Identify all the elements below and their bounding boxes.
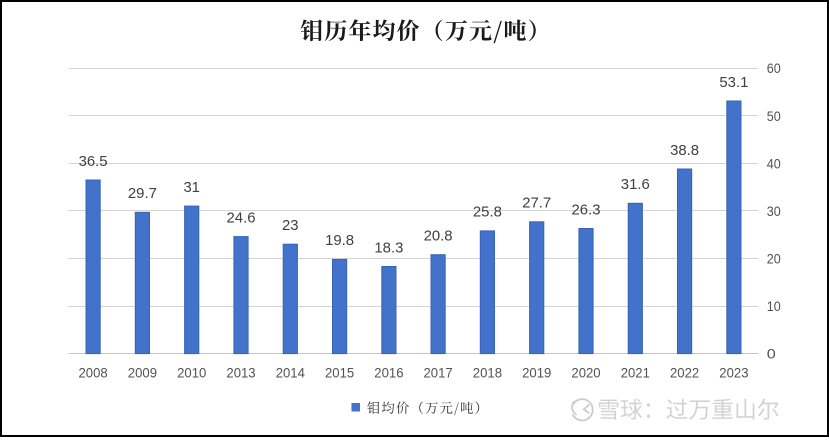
svg-text:50: 50 [767,108,781,124]
svg-text:53.1: 53.1 [719,74,748,91]
svg-text:38.8: 38.8 [670,142,699,159]
svg-text:31: 31 [183,179,200,196]
svg-text:2010: 2010 [177,365,206,381]
svg-text:20.8: 20.8 [424,228,453,245]
svg-text:18.3: 18.3 [374,239,403,256]
svg-text:2018: 2018 [473,365,502,381]
svg-text:60: 60 [767,60,781,76]
svg-text:26.3: 26.3 [572,201,601,218]
svg-text:2019: 2019 [522,365,551,381]
svg-text:24.6: 24.6 [227,209,256,226]
svg-text:27.7: 27.7 [522,195,551,212]
svg-text:2017: 2017 [424,365,453,381]
svg-text:2022: 2022 [670,365,699,381]
svg-text:2020: 2020 [571,365,600,381]
svg-text:2008: 2008 [79,365,108,381]
svg-text:29.7: 29.7 [128,185,157,202]
svg-text:23: 23 [282,217,299,234]
svg-text:2013: 2013 [226,365,255,381]
svg-text:19.8: 19.8 [325,232,354,249]
svg-text:10: 10 [767,298,781,314]
svg-text:30: 30 [767,203,781,219]
svg-text:20: 20 [767,251,781,267]
svg-text:36.5: 36.5 [79,153,108,170]
svg-text:40: 40 [767,155,781,171]
svg-text:25.8: 25.8 [473,204,502,221]
svg-text:2023: 2023 [719,365,748,381]
svg-text:2009: 2009 [128,365,157,381]
svg-text:2016: 2016 [374,365,403,381]
svg-text:2021: 2021 [621,365,650,381]
svg-text:2014: 2014 [276,365,305,381]
svg-text:2015: 2015 [325,365,354,381]
svg-text:0: 0 [767,346,776,362]
svg-text:31.6: 31.6 [621,176,650,193]
